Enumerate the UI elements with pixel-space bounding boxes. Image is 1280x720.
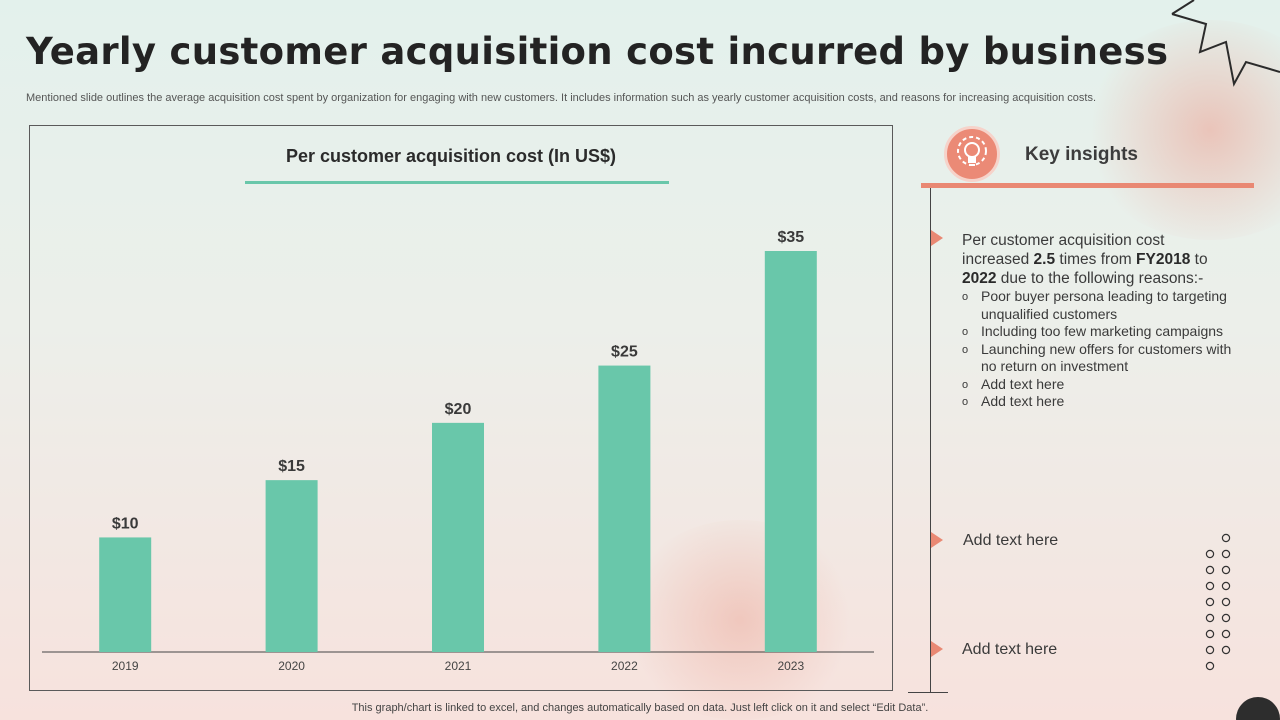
list-item: o Poor buyer persona leading to targeting…	[962, 288, 1227, 322]
key-insights-underline	[921, 183, 1254, 188]
bar-2023[interactable]	[764, 251, 817, 652]
decorative-circle	[1236, 697, 1280, 720]
list-item: o Including too few marketing campaigns	[962, 323, 1242, 341]
decorative-glow	[620, 520, 860, 720]
circle-bullet-icon: o	[962, 378, 969, 391]
bar-2020[interactable]	[265, 480, 318, 652]
data-label: $25	[611, 344, 638, 361]
list-item: o Launching new offers for customers with…	[962, 340, 1232, 375]
chart-title-underline	[245, 181, 669, 184]
list-item: o Add text here	[962, 376, 1242, 394]
bar-2019[interactable]	[99, 537, 152, 652]
circle-bullet-icon: o	[962, 396, 969, 408]
chart-container[interactable]: Per customer acquisition cost (In US$) $…	[29, 125, 893, 691]
arrow-marker-icon	[931, 532, 943, 548]
page-subtitle: Mentioned slide outlines the average acq…	[26, 92, 1097, 104]
data-label: $35	[777, 229, 804, 246]
star-outline-decoration	[1171, 0, 1280, 87]
circle-bullet-icon: o	[962, 291, 969, 303]
data-label: $20	[445, 401, 472, 418]
lightbulb-gear-icon	[944, 126, 1000, 182]
decorative-glow	[1080, 20, 1280, 240]
data-label: $10	[112, 515, 139, 532]
insight-extra-1: Add text here	[963, 532, 1059, 549]
key-insights-title: Key insights	[1025, 144, 1138, 165]
arrow-marker-icon	[931, 641, 943, 657]
chart-title: Per customer acquisition cost (In US$)	[285, 146, 617, 166]
page-title: Yearly customer acquisition cost incurre…	[26, 30, 1169, 73]
circle-bullet-icon: o	[962, 343, 969, 356]
dot-grid-decoration	[1205, 533, 1231, 671]
insight-extra-2: Add text here	[962, 641, 1058, 658]
list-item: o Add text here	[962, 393, 1242, 411]
x-tick-label: 2023	[777, 659, 804, 673]
timeline-end	[908, 692, 948, 693]
reasons-list: o Poor buyer persona leading to targeting…	[962, 288, 1242, 411]
footer-note: This graph/chart is linked to excel, and…	[351, 702, 929, 714]
x-tick-label: 2019	[112, 659, 139, 673]
bar-2022[interactable]	[598, 365, 651, 652]
bar-chart: $10 2019 $15 2020 $20 2021 $25 2022 $35 2023	[42, 229, 874, 673]
arrow-marker-icon	[931, 230, 943, 246]
timeline-line	[930, 188, 931, 692]
x-tick-label: 2020	[278, 659, 305, 673]
x-tick-label: 2022	[611, 659, 638, 673]
bar-2021[interactable]	[432, 422, 484, 652]
data-label: $15	[278, 458, 305, 475]
circle-bullet-icon: o	[962, 326, 969, 338]
insight-main-text: Per customer acquisition cost increased …	[962, 232, 1208, 287]
x-tick-label: 2021	[445, 659, 472, 673]
